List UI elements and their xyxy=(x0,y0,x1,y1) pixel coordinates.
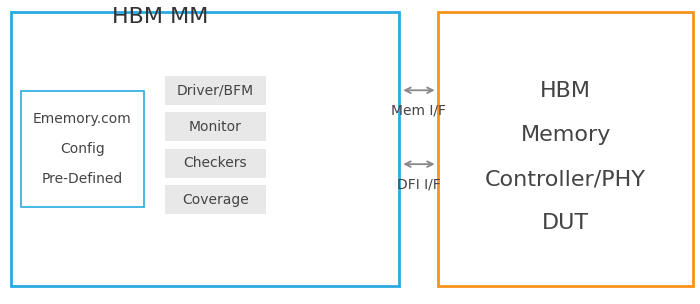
Bar xyxy=(164,76,266,105)
Text: DUT: DUT xyxy=(542,213,589,233)
Text: Ememory.com: Ememory.com xyxy=(33,112,132,126)
Bar xyxy=(438,12,693,286)
Text: Pre-Defined: Pre-Defined xyxy=(41,172,123,186)
Text: Monitor: Monitor xyxy=(189,120,241,134)
Text: HBM MM: HBM MM xyxy=(112,7,209,27)
Text: Config: Config xyxy=(60,142,104,156)
Text: DFI I/F: DFI I/F xyxy=(397,178,440,192)
Text: HBM: HBM xyxy=(540,81,591,101)
Text: Mem I/F: Mem I/F xyxy=(391,104,446,118)
Bar xyxy=(21,91,144,207)
Text: Checkers: Checkers xyxy=(183,156,247,171)
Bar xyxy=(164,149,266,178)
Bar xyxy=(164,112,266,141)
Text: Memory: Memory xyxy=(520,125,611,145)
Text: Controller/PHY: Controller/PHY xyxy=(485,169,646,189)
Bar xyxy=(10,12,399,286)
Bar xyxy=(164,185,266,214)
Text: Coverage: Coverage xyxy=(182,193,248,207)
Text: Driver/BFM: Driver/BFM xyxy=(176,83,254,98)
